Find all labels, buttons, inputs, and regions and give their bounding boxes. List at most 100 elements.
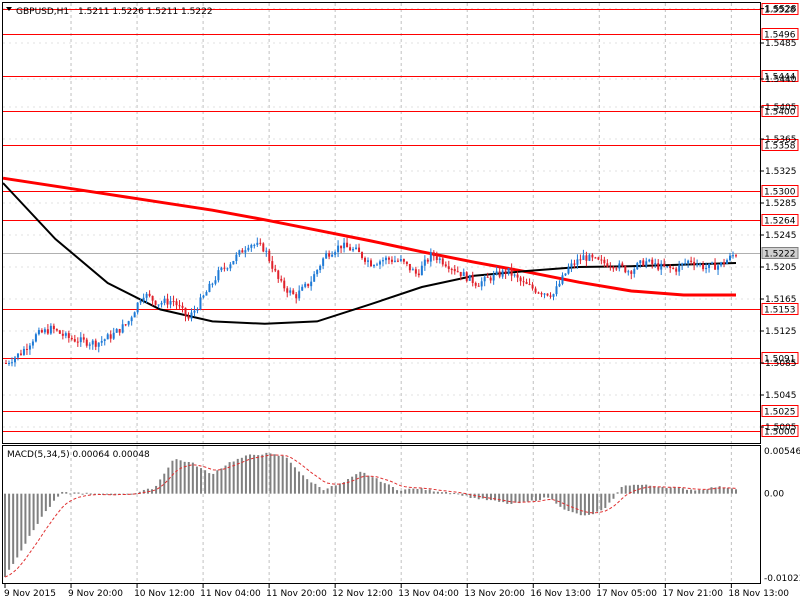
candle-body bbox=[396, 260, 399, 262]
macd-bar bbox=[44, 493, 47, 512]
price-tick-label: 1.5125 bbox=[765, 327, 797, 337]
candle-body bbox=[202, 295, 205, 298]
macd-bar bbox=[604, 493, 607, 508]
candle-body bbox=[352, 248, 355, 251]
candle-body bbox=[678, 265, 681, 272]
macd-bar bbox=[355, 474, 358, 494]
candle-body bbox=[265, 250, 268, 252]
candle-body bbox=[711, 262, 714, 264]
level-label: 1.5025 bbox=[764, 408, 796, 418]
triangle-down-icon[interactable] bbox=[6, 7, 12, 11]
price-tick-label: 1.5365 bbox=[765, 135, 797, 145]
candle-body bbox=[546, 293, 549, 296]
macd-bar bbox=[163, 473, 166, 494]
candle-body bbox=[190, 312, 193, 319]
candle-body bbox=[531, 284, 534, 289]
macd-bar bbox=[326, 488, 329, 494]
candle-body bbox=[603, 259, 606, 264]
candle-body bbox=[217, 270, 220, 281]
macd-histogram bbox=[4, 452, 737, 578]
candle-body bbox=[498, 271, 501, 277]
candle-body bbox=[193, 310, 196, 313]
candle-body bbox=[235, 254, 238, 262]
macd-bar bbox=[85, 492, 88, 494]
candle-body bbox=[121, 324, 124, 333]
macd-signal-line bbox=[4, 454, 737, 578]
macd-bar bbox=[387, 484, 390, 494]
candle-body bbox=[25, 348, 28, 350]
candle-body bbox=[316, 270, 319, 275]
macd-bar bbox=[338, 483, 341, 494]
candle-body bbox=[582, 255, 585, 260]
candle-body bbox=[199, 297, 202, 310]
macd-bar bbox=[208, 473, 211, 494]
candle-body bbox=[79, 337, 82, 343]
candle-body bbox=[268, 250, 271, 262]
candle-body bbox=[621, 263, 624, 266]
macd-bar bbox=[359, 471, 362, 494]
macd-bar bbox=[232, 461, 235, 494]
candle-body bbox=[576, 259, 579, 265]
candle-body bbox=[334, 252, 337, 255]
level-label: 1.5528 bbox=[764, 6, 796, 16]
candle-body bbox=[501, 270, 504, 277]
candle-body bbox=[142, 297, 145, 301]
candle-body bbox=[405, 261, 408, 264]
macd-bar bbox=[579, 493, 582, 516]
macd-label: MACD(5,34,5) 0.00064 0.00048 bbox=[7, 450, 150, 460]
candle-body bbox=[606, 263, 609, 267]
candle-body bbox=[507, 268, 510, 274]
candle-body bbox=[627, 271, 630, 273]
candle-body bbox=[103, 339, 106, 341]
macd-bar bbox=[142, 489, 145, 494]
candle-body bbox=[390, 259, 393, 262]
candle-body bbox=[714, 262, 717, 270]
candle-body bbox=[313, 274, 316, 282]
candle-body bbox=[735, 255, 737, 257]
level-label-box bbox=[761, 28, 799, 40]
candle-body bbox=[184, 307, 187, 316]
candle-body bbox=[19, 353, 22, 355]
macd-bar bbox=[281, 455, 284, 494]
candle-body bbox=[16, 353, 19, 358]
candle-body bbox=[346, 242, 349, 248]
macd-tick-label: 0.00546 bbox=[764, 447, 800, 457]
macd-bar bbox=[187, 462, 190, 494]
macd-bar bbox=[628, 485, 631, 494]
candle-body bbox=[109, 334, 112, 339]
price-tick-label: 1.5440 bbox=[765, 75, 797, 85]
macd-bar bbox=[690, 489, 693, 494]
candle-body bbox=[151, 295, 154, 301]
candle-body bbox=[211, 283, 214, 285]
macd-bar bbox=[253, 454, 256, 494]
candle-body bbox=[220, 267, 223, 271]
macd-bar bbox=[645, 484, 648, 494]
candle-body bbox=[196, 309, 199, 311]
macd-bar bbox=[657, 487, 660, 494]
macd-bar bbox=[216, 470, 219, 494]
candle-body bbox=[522, 281, 525, 283]
candle-body bbox=[139, 300, 142, 303]
candle-body bbox=[516, 274, 519, 278]
candle-body bbox=[660, 263, 663, 270]
candle-body bbox=[292, 290, 295, 295]
candle-body bbox=[642, 260, 645, 266]
candle-body bbox=[127, 321, 130, 325]
macd-bar bbox=[661, 486, 664, 494]
time-tick-label: 12 Nov 12:00 bbox=[332, 589, 393, 599]
candle-body bbox=[591, 254, 594, 258]
price-tick-label: 1.5045 bbox=[765, 391, 797, 401]
candle-body bbox=[504, 270, 507, 274]
candle-body bbox=[262, 243, 265, 252]
candle-body bbox=[447, 266, 450, 269]
candle-body bbox=[732, 255, 735, 257]
horizontal-level-lines[interactable]: 1.55281.54961.54441.54001.53581.53001.52… bbox=[3, 3, 799, 438]
candle-body bbox=[528, 283, 531, 285]
candle-body bbox=[387, 257, 390, 260]
macd-bar bbox=[412, 488, 415, 494]
candle-body bbox=[666, 266, 669, 268]
level-label: 1.5496 bbox=[764, 31, 796, 41]
candle-body bbox=[289, 290, 292, 293]
macd-bar bbox=[685, 489, 688, 494]
macd-bar bbox=[40, 493, 43, 517]
